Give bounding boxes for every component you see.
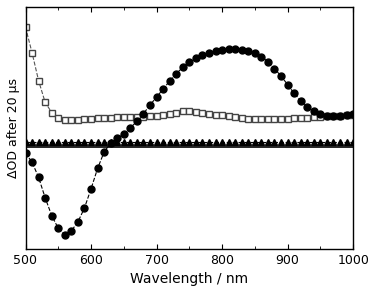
X-axis label: Wavelength / nm: Wavelength / nm bbox=[130, 272, 249, 286]
Y-axis label: ΔOD after 20 µs: ΔOD after 20 µs bbox=[7, 78, 20, 178]
